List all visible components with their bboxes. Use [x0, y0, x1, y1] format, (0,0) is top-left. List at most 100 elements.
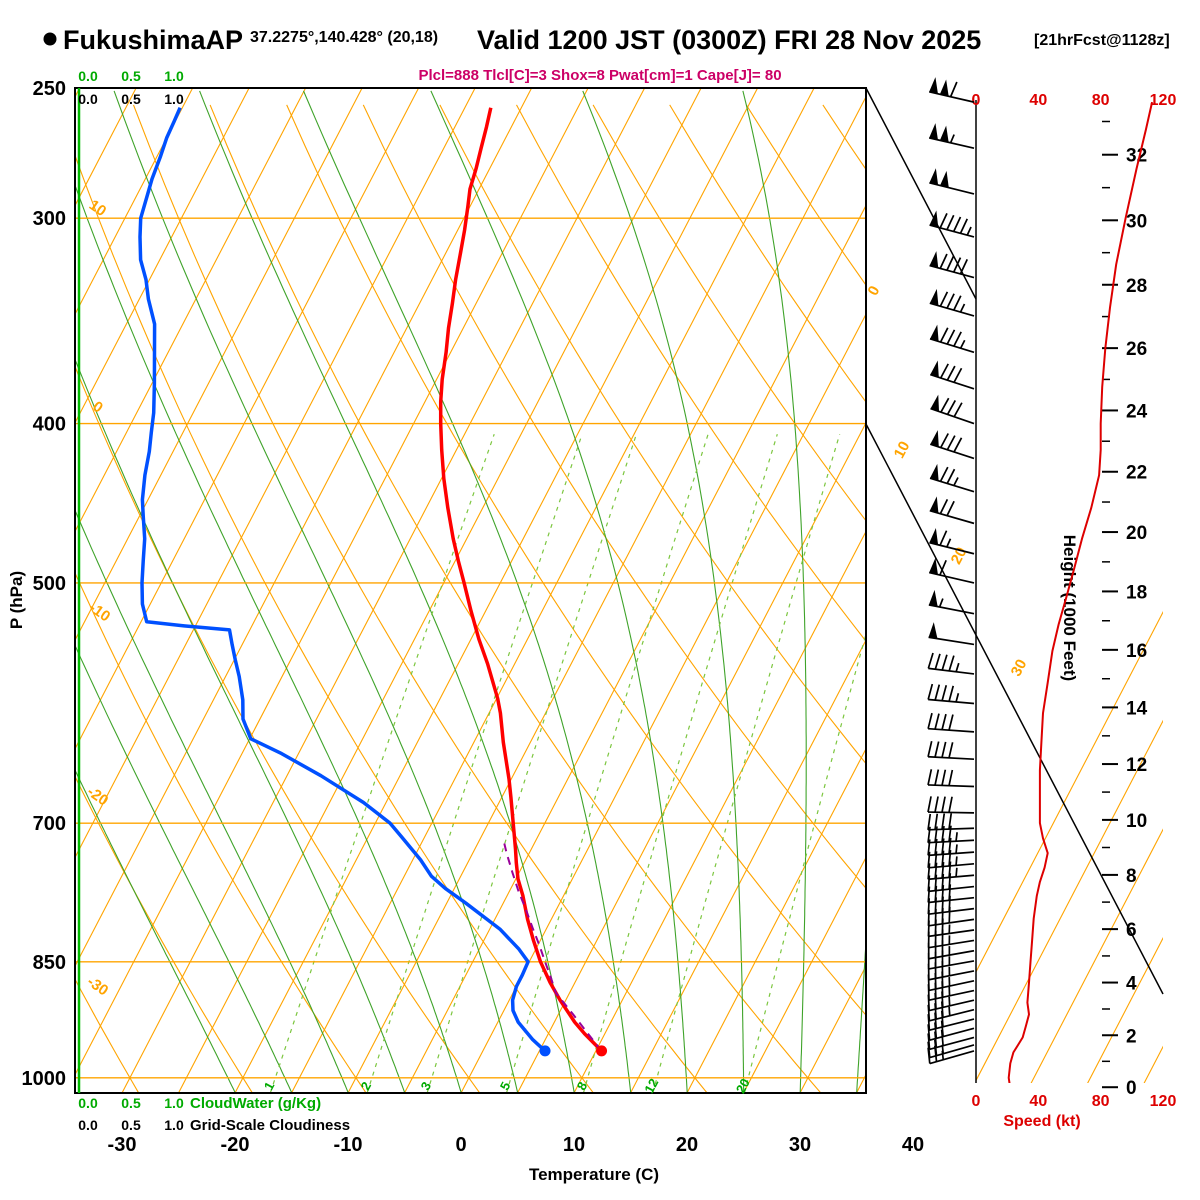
valid-time-title: Valid 1200 JST (0300Z) FRI 28 Nov 2025 — [477, 25, 981, 55]
forecast-tag: [21hrFcst@1128z] — [1034, 32, 1170, 49]
line-shape — [953, 477, 959, 486]
height-tick-label: 22 — [1126, 463, 1147, 484]
mixing-ratio-line — [269, 434, 495, 1093]
height-tick-label: 8 — [1126, 866, 1137, 887]
line-shape — [934, 851, 938, 868]
line-shape — [928, 727, 975, 733]
line-shape — [939, 530, 948, 546]
isotherm-label: 20 — [948, 545, 971, 568]
height-tick-label: 10 — [1126, 811, 1147, 832]
isotherm-line — [234, 88, 759, 1093]
pressure-tick-label: 700 — [33, 813, 66, 835]
dry-adiabat-label: -20 — [84, 783, 112, 809]
isotherm-line — [1139, 88, 1200, 1093]
cloudwater-scale-bottom: 0.0 — [78, 1095, 98, 1111]
line-shape — [927, 740, 933, 757]
height-tick-label: 16 — [1126, 641, 1147, 662]
line-shape — [927, 811, 975, 814]
station-bullet-dot — [43, 32, 57, 46]
isotherm-line — [291, 88, 815, 1093]
line-shape — [941, 796, 946, 813]
isotherm-line — [913, 88, 1200, 1093]
pressure-axis-label: P (hPa) — [7, 571, 26, 629]
plot-border — [74, 87, 867, 1094]
polygon-shape — [929, 123, 938, 140]
line-shape — [940, 397, 950, 413]
cloudwater-scale-bottom: 1.0 — [164, 1095, 184, 1111]
line-shape — [934, 769, 940, 786]
line-shape — [946, 293, 955, 309]
isotherm-line — [121, 88, 646, 1093]
polygon-shape — [929, 210, 939, 228]
line-shape — [927, 784, 975, 788]
line-shape — [939, 327, 949, 343]
height-tick-label: 4 — [1126, 974, 1137, 995]
dry-adiabat-label: -10 — [86, 599, 114, 625]
line-shape — [941, 838, 945, 855]
cloudwater-scale-top: 0.5 — [121, 68, 141, 84]
wind-barb — [929, 324, 975, 354]
mixing-ratio-line — [366, 434, 583, 1093]
line-shape — [927, 1047, 931, 1064]
line-shape — [928, 90, 975, 103]
speed-tick-label-bottom: 120 — [1150, 1093, 1177, 1110]
wind-speed-panel — [1007, 101, 1154, 1083]
isotherm-line — [743, 856, 866, 1093]
height-tick-label: 26 — [1126, 339, 1147, 360]
polygon-shape — [930, 324, 939, 342]
parcel-path-curve — [502, 838, 603, 1052]
pressure-tick-label: 500 — [33, 573, 66, 595]
pressure-tick-label: 250 — [33, 78, 66, 100]
cloudwater-scale-top: 1.0 — [164, 68, 184, 84]
line-shape — [941, 769, 947, 786]
line-shape — [928, 755, 975, 761]
line-shape — [953, 367, 963, 383]
polygon-shape — [939, 79, 949, 97]
line-shape — [946, 365, 956, 381]
dry-adiabat-line — [976, 105, 1200, 1093]
height-tick-label: 30 — [1126, 211, 1147, 232]
pressure-tick-label: 850 — [33, 952, 66, 974]
isotherm-line — [686, 747, 866, 1093]
line-shape — [955, 693, 960, 703]
mixing-ratio-label: 3 — [417, 1079, 434, 1092]
line-shape — [939, 559, 947, 576]
polygon-shape — [929, 496, 939, 514]
isotherm-line — [856, 1073, 866, 1093]
dry-adiabat-line — [439, 104, 866, 765]
line-shape — [929, 443, 975, 460]
cloudiness-scale-bottom: 0.0 — [78, 1117, 98, 1133]
wind-barb — [929, 528, 975, 555]
station-coords: 37.2275°,140.428° (20,18) — [250, 29, 438, 46]
temperature-tick-label: 0 — [455, 1134, 466, 1156]
surface-dewpoint-dot — [539, 1045, 551, 1057]
line-shape — [959, 259, 969, 275]
isotherm-line — [630, 638, 866, 1093]
isotherm-line — [347, 95, 866, 1093]
moist-adiabat-line — [856, 933, 866, 1093]
line-shape — [946, 435, 956, 451]
height-tick-label: 6 — [1126, 920, 1137, 941]
height-tick-label: 32 — [1126, 146, 1147, 167]
isotherm-line-extended — [976, 719, 1163, 1082]
right-cut-diagonal — [865, 423, 1164, 995]
cloudiness-scale-top: 1.0 — [164, 91, 184, 107]
line-shape — [927, 652, 934, 669]
line-shape — [948, 906, 951, 923]
temperature-tick-label: 40 — [902, 1134, 924, 1156]
isotherm-line-extended — [1030, 828, 1163, 1083]
polygon-shape — [930, 360, 939, 378]
dry-adiabat-line — [75, 978, 139, 1093]
cloudwater-axis-label: CloudWater (g/Kg) — [190, 1095, 321, 1112]
line-shape — [927, 839, 931, 856]
line-shape — [946, 329, 956, 345]
line-shape — [948, 825, 952, 842]
polygon-shape — [930, 430, 939, 447]
station-name: FukushimaAP — [63, 25, 243, 55]
moist-adiabat-line — [742, 90, 807, 1093]
cloudiness-scale-bottom: 0.5 — [121, 1117, 141, 1133]
line-shape — [927, 712, 933, 729]
cloudwater-scale-top: 0.0 — [78, 68, 98, 84]
wind-barb — [929, 251, 975, 279]
